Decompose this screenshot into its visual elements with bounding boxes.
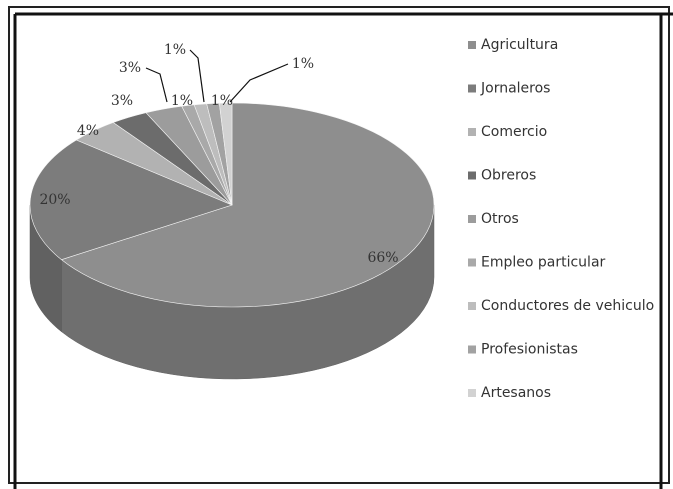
- leader-line: [229, 63, 289, 103]
- data-label: 1%: [292, 56, 314, 72]
- data-label: 1%: [164, 42, 186, 58]
- data-label: 3%: [119, 60, 141, 76]
- data-label: 1%: [211, 93, 233, 109]
- legend-label: Comercio: [481, 124, 547, 140]
- leader-line: [145, 67, 168, 103]
- legend-swatch: [468, 215, 476, 223]
- legend-label: Conductores de vehiculo: [481, 298, 654, 314]
- legend-swatch: [468, 128, 476, 136]
- legend-label: Jornaleros: [480, 81, 550, 97]
- legend-swatch: [468, 389, 476, 397]
- chart-frame: [8, 6, 670, 484]
- legend-swatch: [468, 258, 476, 267]
- legend-swatch: [468, 302, 476, 310]
- legend-label: Empleo particular: [481, 255, 606, 271]
- slice: [29, 139, 233, 260]
- data-label: 4%: [77, 123, 99, 139]
- legend-swatch: [468, 41, 476, 49]
- legend-swatch: [468, 84, 476, 93]
- legend-label: Otros: [481, 211, 519, 227]
- legend-label: Profesionistas: [481, 342, 578, 358]
- data-label: 3%: [111, 93, 133, 109]
- slice: [60, 102, 435, 308]
- leader-line: [189, 49, 205, 103]
- legend-label: Obreros: [481, 168, 536, 184]
- data-label: 66%: [367, 250, 398, 266]
- data-label: 1%: [171, 93, 193, 109]
- legend-label: Artesanos: [481, 385, 551, 401]
- data-label: 20%: [39, 192, 70, 208]
- legend-swatch: [468, 345, 476, 354]
- legend-swatch: [468, 171, 476, 180]
- slice: [218, 102, 233, 206]
- legend-label: Agricultura: [481, 37, 558, 53]
